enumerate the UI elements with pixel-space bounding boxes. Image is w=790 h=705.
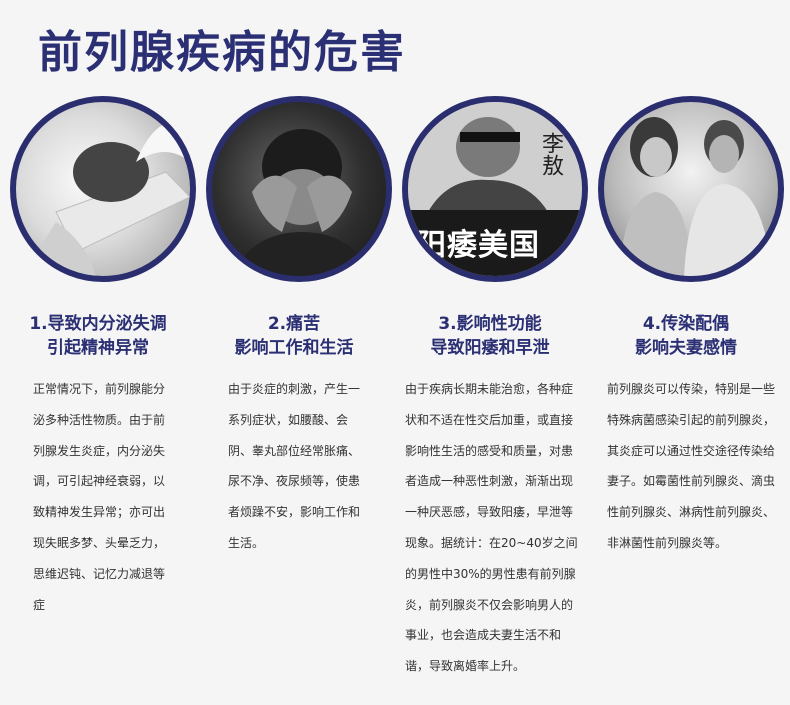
upset-couple-image — [619, 117, 772, 276]
column-2-body: 由于炎症的刺激，产生一系列症状，如腰酸、会阴、睾丸部位经常胀痛、尿不净、夜尿频等… — [228, 382, 361, 550]
exhausted-man-laptop-image — [26, 120, 190, 276]
distressed-man-image — [232, 129, 372, 276]
column-2-heading-line2: 影响工作和生活 — [234, 338, 354, 358]
column-4-heading-line1: 4.传染配偶 — [642, 314, 730, 334]
photo-circle-exhausted-man — [10, 96, 196, 282]
column-3-heading-line1: 3.影响性功能 — [438, 314, 542, 334]
photo-circle-couple — [598, 96, 784, 282]
column-4-body: 前列腺炎可以传染，特别是一些特殊病菌感染引起的前列腺炎，其炎症可以通过性交途径传… — [607, 382, 776, 550]
column-3-heading-line2: 导致阳痿和早泄 — [430, 338, 550, 358]
column-2-heading: 2.痛苦 影响工作和生活 — [196, 312, 392, 360]
column-3-body: 由于疾病长期未能治愈，各种症状和不适在性交后加重，或直接影响性生活的感受和质量，… — [405, 382, 578, 674]
column-3-heading: 3.影响性功能 导致阳痿和早泄 — [392, 312, 588, 360]
column-2-heading-line1: 2.痛苦 — [267, 314, 321, 334]
column-4-heading: 4.传染配偶 影响夫妻感情 — [588, 312, 784, 360]
column-1-heading: 1.导致内分泌失调 引起精神异常 — [0, 312, 196, 360]
book-author-label: 李敖 — [538, 132, 563, 176]
book-title-label: 阳痿美国 — [416, 228, 540, 263]
column-1-heading-line2: 引起精神异常 — [47, 338, 149, 358]
photo-circle-book-cover: 李敖 阳痿美国 — [402, 96, 588, 282]
page-title: 前列腺疾病的危害 — [38, 27, 406, 78]
book-cover-image — [408, 102, 582, 276]
photo-circle-distressed-man — [206, 96, 392, 282]
column-4-heading-line2: 影响夫妻感情 — [635, 338, 737, 358]
column-1-body: 正常情况下，前列腺能分泌多种活性物质。由于前列腺发生炎症，内分泌失调，可引起神经… — [33, 382, 166, 612]
column-1-heading-line1: 1.导致内分泌失调 — [29, 314, 167, 334]
